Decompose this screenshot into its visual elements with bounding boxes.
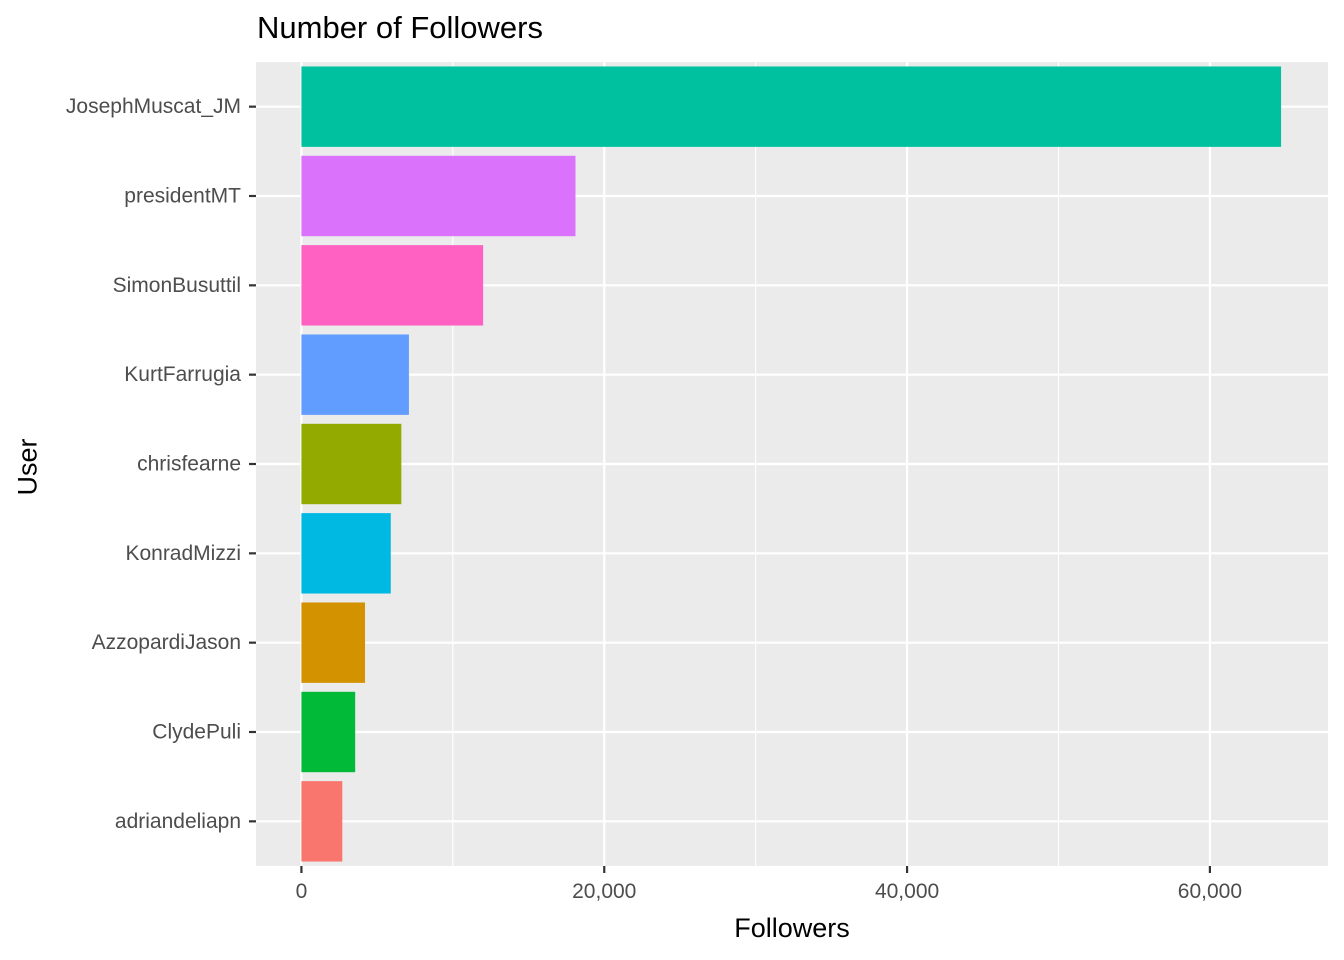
- y-tick-label: chrisfearne: [137, 453, 241, 476]
- bar-chrisfearne: [301, 423, 402, 505]
- bar-presidentMT: [301, 155, 576, 237]
- bar-KonradMizzi: [301, 513, 391, 594]
- bar-adriandeliapn: [301, 781, 343, 862]
- bar-ClydePuli: [301, 691, 356, 773]
- x-tick-label: 60,000: [1178, 880, 1242, 903]
- x-tick-label: 40,000: [875, 880, 939, 903]
- y-tick-label: presidentMT: [124, 185, 241, 208]
- y-tick-label: SimonBusuttil: [113, 274, 241, 297]
- x-axis-label: Followers: [734, 913, 850, 943]
- bar-JosephMuscat_JM: [301, 66, 1282, 147]
- y-tick-label: KurtFarrugia: [124, 363, 241, 386]
- y-axis-label: User: [12, 438, 43, 496]
- chart-title: Number of Followers: [257, 10, 543, 45]
- y-tick-label: adriandeliapn: [115, 810, 241, 833]
- y-tick-label: JosephMuscat_JM: [66, 95, 241, 118]
- bar-KurtFarrugia: [301, 334, 409, 415]
- y-tick-label: AzzopardiJason: [92, 631, 241, 654]
- bar-SimonBusuttil: [301, 245, 484, 326]
- x-tick-label: 20,000: [572, 880, 636, 903]
- y-tick-label: ClydePuli: [152, 721, 241, 744]
- y-tick-label: KonradMizzi: [125, 542, 241, 565]
- x-tick-label: 0: [296, 880, 308, 903]
- bar-AzzopardiJason: [301, 602, 366, 683]
